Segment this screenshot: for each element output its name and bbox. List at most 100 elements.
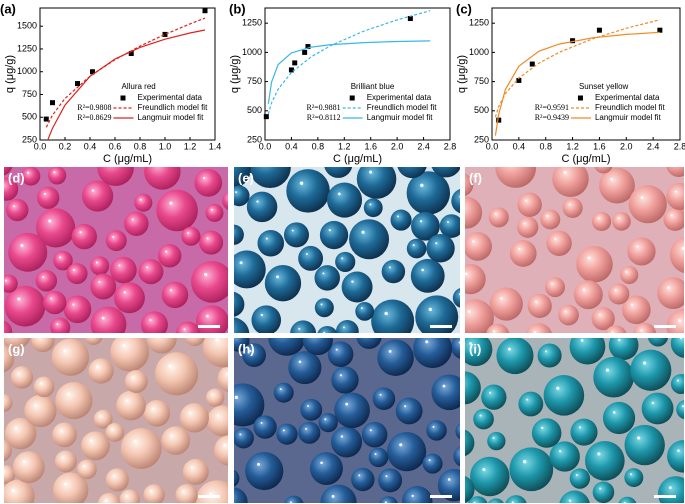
photo-label: (h) <box>238 341 255 356</box>
r-squared: R²=0.9439 <box>535 113 569 122</box>
data-point <box>516 77 522 83</box>
sphere <box>4 338 31 350</box>
highlight <box>667 286 670 289</box>
y-tick-label: 500 <box>247 105 262 115</box>
sphere <box>509 240 537 267</box>
sphere <box>452 288 460 308</box>
sphere <box>411 211 440 241</box>
highlight <box>479 414 482 417</box>
spheres <box>4 167 228 333</box>
sphere <box>602 401 636 435</box>
sphere <box>4 417 37 450</box>
sphere <box>465 371 481 405</box>
sphere <box>540 209 561 230</box>
highlight <box>597 217 600 220</box>
sphere <box>335 251 356 272</box>
sphere <box>545 277 566 298</box>
sphere <box>206 405 228 437</box>
sphere <box>591 211 612 232</box>
sphere <box>251 305 282 333</box>
sphere <box>455 423 460 440</box>
x-tick-label: 0.8 <box>539 141 552 151</box>
x-tick-label: 0.4 <box>285 141 298 151</box>
sphere <box>234 167 252 189</box>
sphere <box>195 305 228 333</box>
sphere <box>439 214 460 238</box>
highlight <box>494 212 497 215</box>
sphere <box>21 167 41 186</box>
sphere <box>157 244 182 268</box>
scale-bar <box>654 325 676 328</box>
sphere <box>234 469 240 487</box>
sphere <box>284 495 304 503</box>
y-tick-label: 250 <box>22 134 37 144</box>
legend-label: Freundlich model fit <box>595 103 666 112</box>
panel-label: (a) <box>0 1 16 16</box>
photo-panel: (i) <box>465 338 684 503</box>
highlight <box>580 338 584 342</box>
fit-line <box>494 19 661 118</box>
sphere <box>222 191 228 210</box>
sphere <box>505 495 527 503</box>
fit-line <box>494 31 660 136</box>
sphere <box>570 418 598 446</box>
highlight <box>56 323 59 326</box>
sphere <box>594 167 613 174</box>
sphere <box>35 270 58 292</box>
highlight <box>612 411 616 414</box>
sphere <box>97 492 121 503</box>
spheres <box>465 338 684 503</box>
x-tick-label: 2.4 <box>417 141 430 151</box>
highlight <box>235 191 238 194</box>
sphere <box>372 387 396 411</box>
sphere <box>50 317 71 333</box>
sphere <box>465 476 475 503</box>
highlight <box>640 329 643 332</box>
x-tick-label: 0.8 <box>312 141 325 151</box>
highlight <box>345 402 349 406</box>
sphere <box>667 440 684 473</box>
annotation: Allura red <box>122 82 156 91</box>
highlight <box>564 310 567 313</box>
highlight <box>432 425 435 428</box>
highlight <box>234 395 239 400</box>
sphere <box>562 197 583 218</box>
x-tick-label: 1.2 <box>338 141 351 151</box>
sphere <box>234 185 250 207</box>
x-axis-label: C (μg/mL) <box>333 153 382 165</box>
sphere <box>593 356 634 398</box>
y-tick-label: 1500 <box>17 21 37 31</box>
legend-marker <box>349 95 355 101</box>
highlight <box>459 452 460 453</box>
sphere <box>4 177 19 201</box>
highlight <box>210 208 213 211</box>
highlight <box>223 443 227 447</box>
sphere <box>143 399 171 427</box>
highlight <box>420 183 424 188</box>
sphere <box>120 428 162 469</box>
highlight <box>202 176 206 180</box>
highlight <box>125 399 128 402</box>
highlight <box>89 439 93 442</box>
sphere <box>487 431 506 451</box>
sphere <box>489 287 523 321</box>
highlight <box>182 490 185 493</box>
highlight <box>611 331 614 333</box>
sphere <box>341 271 373 303</box>
highlight <box>324 418 327 421</box>
sphere <box>51 338 90 376</box>
sphere <box>465 196 483 229</box>
sphere <box>52 472 89 503</box>
sphere <box>154 352 199 396</box>
sphere <box>401 486 433 503</box>
highlight <box>289 501 292 503</box>
legend-marker <box>577 95 583 101</box>
sphere <box>52 422 77 448</box>
highlight <box>369 170 373 174</box>
highlight <box>17 297 21 301</box>
sphere <box>465 299 494 333</box>
y-tick-label: 250 <box>247 134 262 144</box>
photo-label: (e) <box>238 170 254 185</box>
highlight <box>72 303 75 306</box>
highlight <box>482 467 486 472</box>
